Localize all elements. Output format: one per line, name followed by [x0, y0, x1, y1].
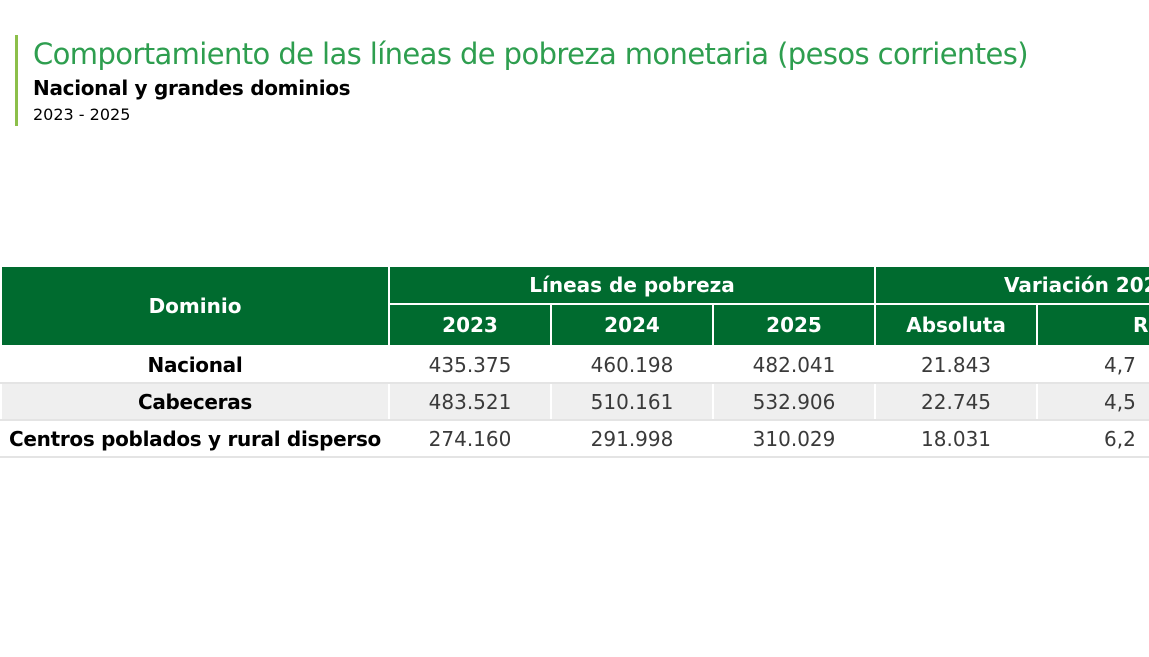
- cell-2024: 291.998: [550, 420, 714, 458]
- header-lineas-de-pobreza: Líneas de pobreza: [387, 265, 877, 305]
- period-label: 2023 - 2025: [33, 105, 131, 124]
- header-2025: 2025: [711, 303, 877, 347]
- cell-absoluta: 18.031: [874, 420, 1039, 458]
- cell-2025: 532.906: [711, 383, 877, 421]
- page-title: Comportamiento de las líneas de pobreza …: [33, 37, 1029, 71]
- header-variacion: Variación 202: [874, 265, 1149, 305]
- poverty-lines-table: Dominio Líneas de pobreza Variación 202 …: [0, 265, 1149, 458]
- row-dominio: Cabeceras: [0, 383, 390, 421]
- cell-2023: 435.375: [388, 345, 552, 384]
- cell-relativa: 6,2: [1036, 420, 1149, 458]
- header-2024: 2024: [550, 303, 714, 347]
- table-container: Dominio Líneas de pobreza Variación 202 …: [0, 265, 1149, 465]
- page-subtitle: Nacional y grandes dominios: [33, 76, 351, 100]
- cell-2025: 310.029: [711, 420, 877, 458]
- cell-relativa: 4,7: [1036, 345, 1149, 384]
- row-dominio: Nacional: [0, 345, 390, 384]
- cell-absoluta: 21.843: [874, 345, 1039, 384]
- cell-2024: 460.198: [550, 345, 714, 384]
- row-dominio: Centros poblados y rural disperso: [0, 420, 390, 458]
- header-dominio: Dominio: [0, 265, 390, 347]
- cell-2023: 274.160: [388, 420, 552, 458]
- table-row: Nacional 435.375 460.198 482.041 21.843 …: [0, 345, 1149, 384]
- header-accent-bar: [15, 35, 18, 126]
- cell-absoluta: 22.745: [874, 383, 1039, 421]
- cell-2025: 482.041: [711, 345, 877, 384]
- cell-relativa: 4,5: [1036, 383, 1149, 421]
- cell-2024: 510.161: [550, 383, 714, 421]
- table-row: Cabeceras 483.521 510.161 532.906 22.745…: [0, 383, 1149, 421]
- header-absoluta: Absoluta: [874, 303, 1039, 347]
- cell-2023: 483.521: [388, 383, 552, 421]
- header-relativa: R: [1036, 303, 1149, 347]
- header-2023: 2023: [388, 303, 552, 347]
- table-row: Centros poblados y rural disperso 274.16…: [0, 420, 1149, 458]
